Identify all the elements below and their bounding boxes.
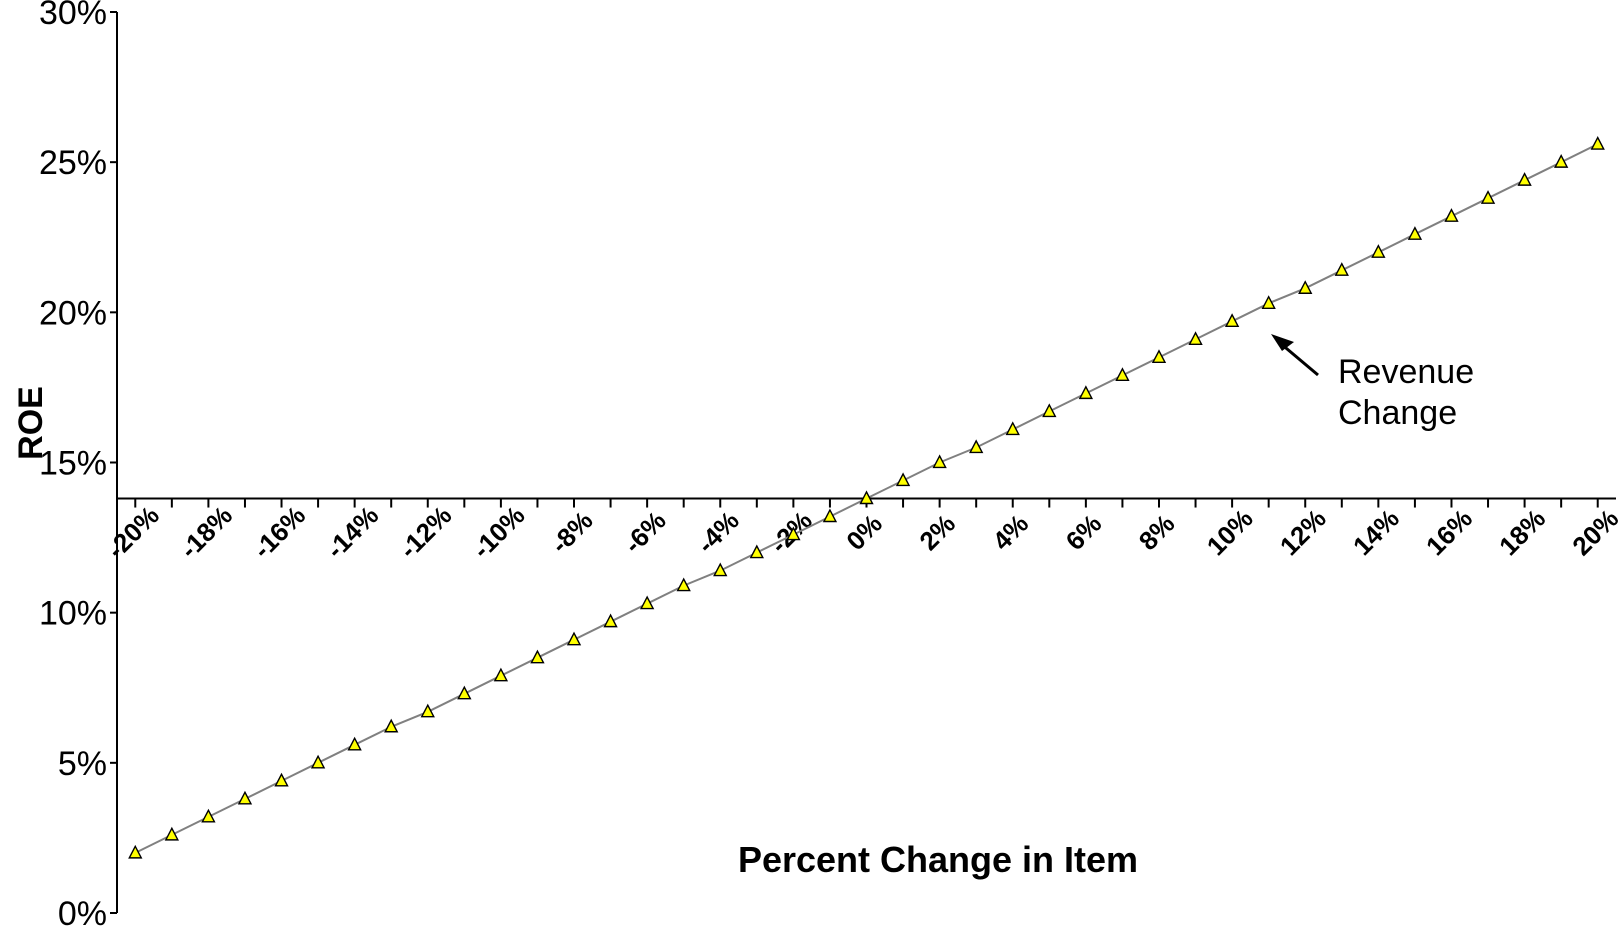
- data-point-marker: [749, 544, 764, 559]
- annotation-revenue-change: Revenue Change: [1271, 334, 1474, 432]
- x-tick-label: -20%: [101, 500, 165, 564]
- data-point-marker: [1407, 226, 1423, 240]
- data-point-marker: [1151, 349, 1167, 364]
- x-tick-label: 10%: [1201, 503, 1259, 561]
- data-point-marker: [822, 508, 838, 523]
- x-tick-label: 0%: [840, 508, 888, 556]
- x-tick-label: 14%: [1347, 503, 1405, 561]
- data-point-marker: [1298, 280, 1313, 294]
- x-tick-label: -14%: [320, 500, 384, 564]
- x-tick-label: 2%: [913, 508, 961, 556]
- data-point-marker: [1115, 367, 1130, 382]
- x-tick-label: 8%: [1133, 508, 1181, 556]
- y-axis: 0% 5% 10% 15% 20% 25% 30%: [39, 0, 118, 933]
- data-point-marker: [128, 844, 143, 859]
- annotation-arrowhead: [1271, 334, 1294, 351]
- x-tick-label: 4%: [986, 508, 1034, 556]
- x-tick-label: -10%: [466, 500, 530, 564]
- data-point-marker: [1444, 208, 1459, 222]
- data-point-marker: [1480, 190, 1496, 204]
- data-point-marker: [895, 472, 911, 487]
- data-point-marker: [530, 649, 545, 664]
- y-tick-label: 15%: [39, 445, 107, 483]
- y-axis-title: ROE: [12, 386, 50, 460]
- x-tick-label: -4%: [691, 505, 745, 559]
- x-tick-label: -18%: [174, 500, 238, 564]
- data-point-marker: [786, 526, 801, 541]
- series-group: [128, 136, 1605, 859]
- data-point-marker: [713, 562, 728, 577]
- data-point-marker: [274, 772, 289, 787]
- data-point-marker: [237, 790, 253, 805]
- annotation-arrow: [1279, 341, 1319, 377]
- y-tick-label: 25%: [39, 144, 107, 182]
- x-tick-label: 16%: [1420, 503, 1478, 561]
- data-point-marker: [969, 439, 984, 454]
- x-tick-label: -12%: [393, 500, 457, 564]
- data-point-marker: [1261, 295, 1276, 309]
- x-axis-title: Percent Change in Item: [738, 839, 1138, 880]
- x-tick-label: 20%: [1566, 503, 1619, 561]
- data-point-marker: [603, 613, 618, 628]
- data-point-marker: [493, 667, 509, 682]
- x-tick-label: -8%: [545, 505, 599, 559]
- y-tick-label: 5%: [58, 745, 107, 783]
- y-tick-label: 20%: [39, 294, 107, 332]
- y-tick-label: 0%: [58, 895, 107, 933]
- x-tick-label: -16%: [247, 500, 311, 564]
- x-tick-label: 12%: [1274, 503, 1332, 561]
- data-point-marker: [639, 595, 655, 610]
- data-point-marker: [1005, 421, 1020, 436]
- data-point-marker: [457, 685, 472, 700]
- x-tick-label: 18%: [1493, 503, 1551, 561]
- y-tick-label: 30%: [39, 0, 107, 32]
- x-tick-label: 6%: [1060, 508, 1108, 556]
- data-point-marker: [1078, 385, 1094, 400]
- data-point-marker: [384, 718, 399, 733]
- data-point-marker: [1188, 331, 1203, 346]
- x-tick-label: -6%: [618, 505, 672, 559]
- annotation-line-2: Change: [1338, 394, 1457, 432]
- data-point-marker: [420, 703, 435, 718]
- annotation-line-1: Revenue: [1338, 353, 1474, 391]
- data-point-marker: [932, 454, 947, 469]
- data-point-marker: [347, 736, 362, 751]
- data-point-marker: [1517, 172, 1532, 186]
- data-point-marker: [1554, 154, 1569, 168]
- data-point-marker: [1224, 313, 1240, 327]
- data-point-marker: [1042, 403, 1057, 418]
- data-point-marker: [566, 631, 582, 646]
- data-point-marker: [164, 826, 179, 841]
- data-point-marker: [310, 754, 326, 769]
- y-tick-label: 10%: [39, 595, 107, 633]
- data-point-marker: [676, 577, 691, 592]
- data-point-marker: [201, 808, 216, 823]
- x-axis: -20%-18%-16%-14%-12%-10%-8%-6%-4%-2%0%2%…: [101, 497, 1619, 564]
- data-point-marker: [1590, 136, 1605, 150]
- data-point-marker: [859, 490, 874, 505]
- data-point-marker: [1371, 244, 1386, 258]
- data-point-marker: [1334, 262, 1349, 276]
